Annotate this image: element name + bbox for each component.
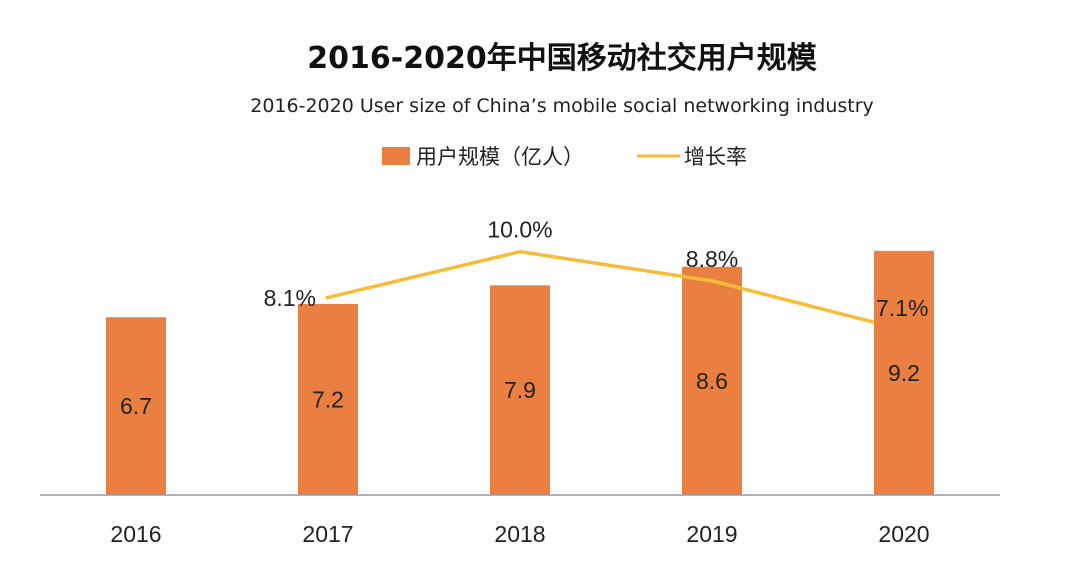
- x-tick-label-2016: 2016: [110, 521, 161, 547]
- bar-value-label-2017: 7.2: [312, 386, 344, 412]
- bar-value-label-2016: 6.7: [120, 393, 152, 419]
- x-tick-label-2020: 2020: [878, 521, 929, 547]
- legend-bar-swatch: [382, 147, 410, 165]
- chart-subtitle: 2016-2020 User size of China’s mobile so…: [250, 95, 874, 117]
- growth-rate-label-2018: 10.0%: [487, 217, 552, 243]
- x-tick-label-2018: 2018: [494, 521, 545, 547]
- growth-rate-label-2019: 8.8%: [686, 246, 738, 272]
- growth-rate-label-2017: 8.1%: [264, 285, 316, 311]
- bar-2016: [106, 317, 166, 495]
- legend-bar-label: 用户规模（亿人）: [416, 145, 584, 169]
- bar-2019: [682, 266, 742, 495]
- x-tick-labels: 2016 2017 2018 2019 2020: [110, 521, 929, 547]
- legend-line-label: 增长率: [684, 145, 747, 169]
- bar-value-label-2020: 9.2: [888, 360, 920, 386]
- bar-2020: [874, 250, 934, 495]
- growth-rate-label-2020: 7.1%: [876, 295, 928, 321]
- bars: [106, 250, 934, 495]
- chart-title: 2016-2020年中国移动社交用户规模: [307, 41, 816, 76]
- growth-rate-labels: 8.1% 10.0% 8.8% 7.1%: [264, 217, 929, 322]
- bar-value-label-2018: 7.9: [504, 377, 536, 403]
- bar-2018: [490, 285, 550, 495]
- x-tick-label-2019: 2019: [686, 521, 737, 547]
- x-tick-label-2017: 2017: [302, 521, 353, 547]
- growth-rate-line: [325, 249, 875, 324]
- legend: 用户规模（亿人） 增长率: [382, 145, 747, 169]
- bar-2017: [298, 303, 358, 495]
- bar-value-label-2019: 8.6: [696, 368, 728, 394]
- bar-value-labels: 6.7 7.2 7.9 8.6 9.2: [120, 360, 920, 419]
